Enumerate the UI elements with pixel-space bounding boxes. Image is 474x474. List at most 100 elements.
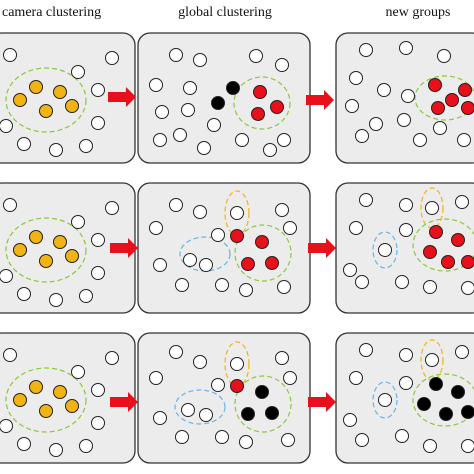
node — [153, 133, 167, 147]
node — [283, 371, 297, 385]
cluster-outline — [414, 75, 474, 121]
node — [445, 93, 459, 107]
node — [153, 258, 167, 272]
node — [3, 348, 17, 362]
node — [211, 228, 225, 242]
node — [169, 198, 183, 212]
node — [377, 83, 391, 97]
node — [241, 407, 255, 421]
node — [53, 85, 67, 99]
node — [17, 437, 31, 451]
node — [417, 397, 431, 411]
node — [369, 117, 383, 131]
node — [441, 255, 455, 269]
node — [207, 118, 221, 132]
arrow — [108, 87, 136, 107]
node — [425, 353, 439, 367]
cluster-outline — [234, 375, 292, 433]
node — [39, 104, 53, 118]
node — [425, 201, 439, 215]
column-header: camera clustering — [2, 5, 101, 20]
cluster-outline — [234, 224, 292, 282]
node — [399, 376, 413, 390]
node — [281, 433, 295, 447]
node — [359, 193, 373, 207]
cluster-outline — [412, 218, 474, 272]
node — [175, 430, 189, 444]
arrow — [306, 90, 334, 110]
node — [349, 71, 363, 85]
node — [397, 113, 411, 127]
node — [169, 345, 183, 359]
cluster-outline — [412, 373, 474, 427]
node — [193, 205, 207, 219]
cluster-outline — [372, 231, 398, 269]
node — [345, 99, 359, 113]
node — [17, 137, 31, 151]
node — [230, 357, 244, 371]
node — [423, 245, 437, 259]
panel — [335, 332, 474, 464]
node — [181, 403, 195, 417]
node — [199, 408, 213, 422]
node — [359, 343, 373, 357]
column-header: global clustering — [178, 5, 272, 20]
node — [39, 404, 53, 418]
node — [355, 275, 369, 289]
node — [13, 393, 27, 407]
arrow — [308, 392, 336, 412]
node — [433, 121, 447, 135]
node — [255, 235, 269, 249]
node — [399, 198, 413, 212]
node — [0, 419, 13, 433]
node — [461, 405, 474, 419]
node — [270, 100, 284, 114]
node — [431, 101, 445, 115]
node — [91, 83, 105, 97]
node — [428, 78, 442, 92]
node — [197, 141, 211, 155]
node — [275, 58, 289, 72]
node — [277, 133, 291, 147]
node — [355, 129, 369, 143]
node — [65, 249, 79, 263]
node — [230, 206, 244, 220]
arrow — [110, 392, 138, 412]
node — [461, 101, 474, 115]
arrow — [110, 238, 138, 258]
node — [349, 371, 363, 385]
node — [175, 278, 189, 292]
panel — [0, 332, 136, 464]
node — [13, 93, 27, 107]
node — [193, 355, 207, 369]
node — [283, 221, 297, 235]
node — [183, 81, 197, 95]
node — [173, 128, 187, 142]
node — [149, 371, 163, 385]
node — [343, 413, 357, 427]
node — [79, 289, 93, 303]
node — [105, 351, 119, 365]
cluster-outline — [233, 76, 291, 130]
node — [79, 439, 93, 453]
node — [423, 280, 437, 294]
node — [249, 49, 263, 63]
node — [226, 81, 240, 95]
node — [455, 345, 469, 359]
cluster-outline — [5, 367, 87, 433]
node — [49, 143, 63, 157]
node — [251, 107, 265, 121]
arrow — [308, 238, 336, 258]
node — [349, 221, 363, 235]
node — [91, 416, 105, 430]
node — [49, 293, 63, 307]
node — [275, 351, 289, 365]
node — [437, 49, 451, 63]
node — [211, 96, 225, 110]
cluster-outline — [5, 67, 87, 133]
node — [105, 51, 119, 65]
node — [65, 99, 79, 113]
node — [461, 281, 474, 295]
node — [239, 283, 253, 297]
node — [275, 203, 289, 217]
